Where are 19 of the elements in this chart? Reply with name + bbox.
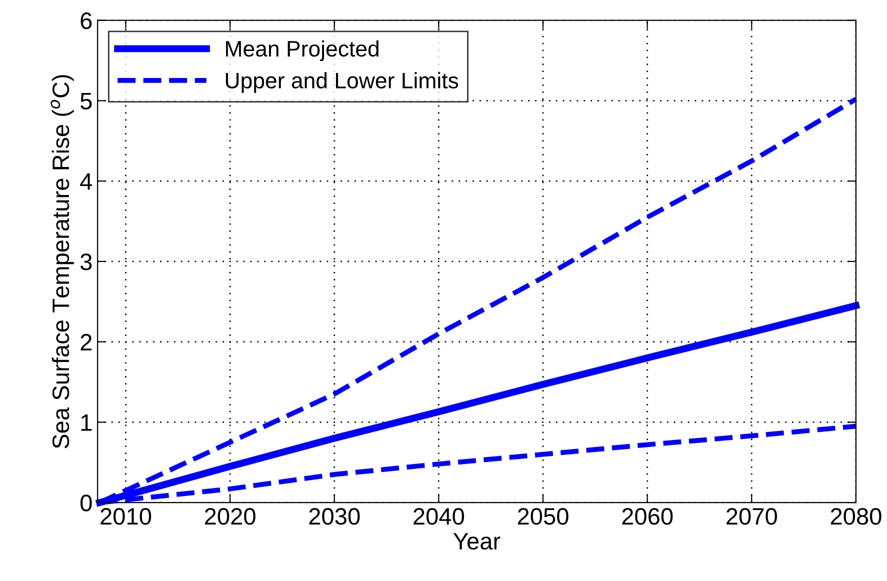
x-tick-label: 2060: [622, 508, 673, 525]
y-tick-label: 1: [81, 414, 92, 431]
y-tick-label: 5: [80, 93, 92, 110]
legend-label: Upper and Lower Limits: [226, 72, 458, 93]
y-axis-title: Sea Surface Temperature Rise ($^{o}$C): [50, 75, 74, 448]
x-tick-label: 2010: [100, 508, 152, 525]
y-tick-label: 0: [80, 494, 92, 512]
x-tick-label: 2030: [309, 508, 360, 525]
legend-label: Mean Projected: [226, 40, 378, 62]
x-tick-label: 2070: [726, 508, 777, 525]
y-tick-label: 3: [80, 254, 92, 270]
x-tick-label: 2040: [414, 508, 464, 525]
y-tick-label: 6: [80, 12, 92, 30]
x-tick-label: 2020: [204, 508, 256, 525]
y-tick-label: 2: [80, 334, 92, 350]
x-tick-label: 2050: [518, 508, 568, 525]
x-axis-title: Year: [453, 533, 500, 550]
x-tick-label: 2080: [830, 508, 882, 525]
y-tick-label: 4: [80, 173, 92, 190]
